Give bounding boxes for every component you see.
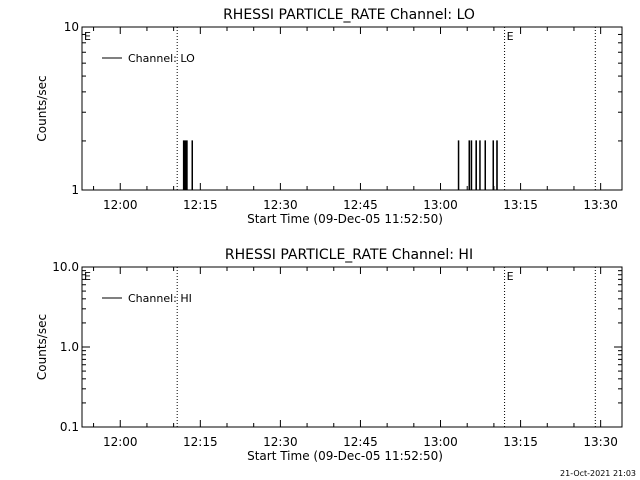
x-tick-label: 12:00 (103, 198, 138, 212)
y-tick-label: 10.0 (52, 260, 79, 274)
x-tick-label: 12:15 (183, 198, 218, 212)
x-tick-label: 13:30 (583, 198, 618, 212)
chart-title: RHESSI PARTICLE_RATE Channel: HI (225, 247, 473, 263)
x-axis-label: Start Time (09-Dec-05 11:52:50) (247, 212, 443, 226)
y-tick-label: 10 (64, 20, 79, 34)
plot-frame (81, 266, 623, 428)
event-marker-label: E (507, 270, 514, 283)
x-tick-label: 13:30 (583, 435, 618, 449)
x-tick-label: 12:30 (263, 435, 298, 449)
y-tick-label: 1.0 (60, 340, 79, 354)
panel-lo: RHESSI PARTICLE_RATE Channel: LO 1 10 Count… (35, 7, 623, 226)
y-axis-label: Counts/sec (35, 314, 49, 380)
x-tick-label: 13:00 (423, 435, 458, 449)
footer-timestamp: 21-Oct-2021 21:03 (560, 469, 636, 478)
x-tick-label: 13:15 (503, 435, 538, 449)
x-tick-label: 12:45 (343, 435, 378, 449)
x-tick-label: 13:00 (423, 198, 458, 212)
legend-label: Channel: LO (128, 52, 195, 65)
y-tick-label: 1 (71, 183, 79, 197)
x-tick-label: 12:30 (263, 198, 298, 212)
chart-title: RHESSI PARTICLE_RATE Channel: LO (223, 7, 475, 23)
x-axis-label: Start Time (09-Dec-05 11:52:50) (247, 449, 443, 463)
x-tick-label: 12:00 (103, 435, 138, 449)
legend-label: Channel: HI (128, 292, 192, 305)
panel-hi: RHESSI PARTICLE_RATE Channel: HI 0.1 1.0 10… (35, 247, 623, 463)
x-tick-label: 13:15 (503, 198, 538, 212)
event-marker-label: E (507, 30, 514, 43)
y-axis-label: Counts/sec (35, 75, 49, 141)
series-line (82, 140, 506, 191)
event-marker-label: E (84, 30, 91, 43)
y-tick-label: 0.1 (60, 420, 79, 434)
x-tick-label: 12:45 (343, 198, 378, 212)
event-marker-label: E (84, 270, 91, 283)
x-tick-label: 12:15 (183, 435, 218, 449)
